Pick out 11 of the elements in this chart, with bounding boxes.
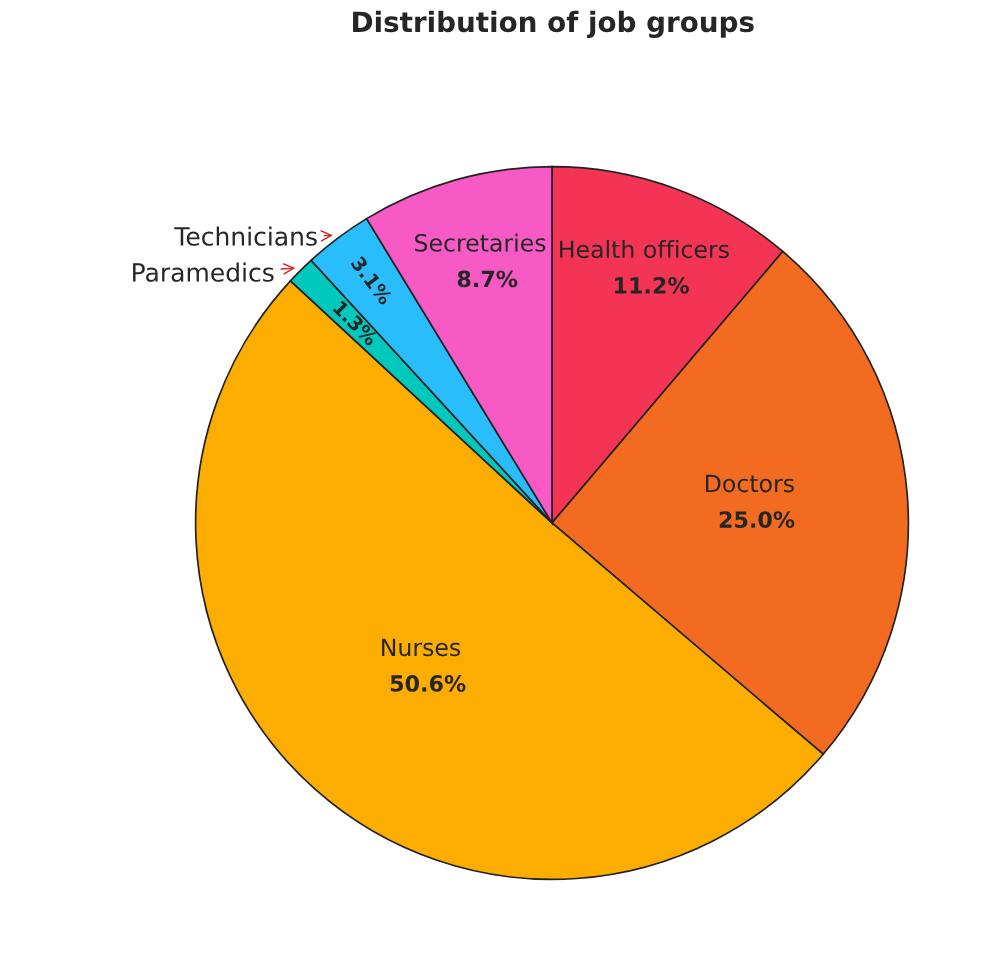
slice-label: Paramedics: [133, 262, 274, 282]
data-label: 25.0%: [719, 511, 795, 528]
slice-label: Nurses: [382, 638, 461, 657]
data-label: 11.2%: [615, 276, 689, 294]
slice-label: Doctors: [706, 474, 794, 493]
chart-title: Distribution of job groups: [353, 10, 754, 38]
slice-label: Secretaries: [415, 233, 546, 252]
data-label: 8.7%: [457, 270, 518, 288]
slice-label: Technicians: [174, 226, 317, 246]
slice-label: Health officers: [560, 239, 729, 259]
data-label: 50.6%: [390, 675, 466, 692]
